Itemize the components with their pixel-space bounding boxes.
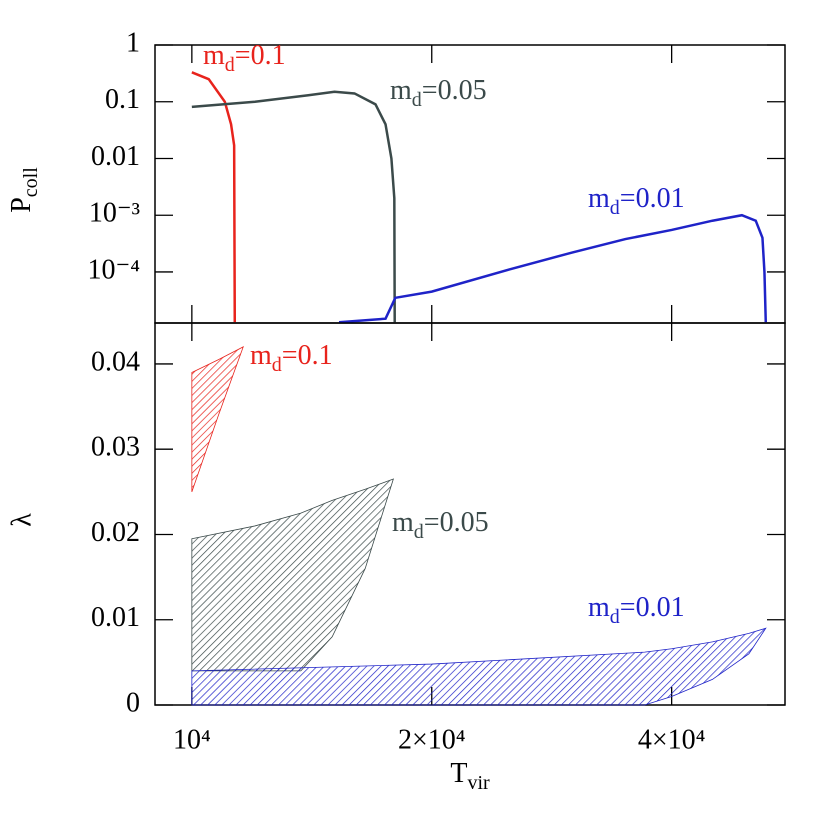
series-label: md=0.05 bbox=[390, 75, 487, 110]
y-tick-label: 0.01 bbox=[91, 141, 140, 172]
y-tick-label: 0.02 bbox=[91, 517, 140, 548]
x-tick-label: 4×10⁴ bbox=[638, 724, 706, 755]
y-tick-label: 0.01 bbox=[91, 602, 140, 633]
series-label: md=0.01 bbox=[588, 183, 685, 218]
y-tick-label: 10⁻⁴ bbox=[87, 254, 140, 285]
hatched-area bbox=[191, 478, 394, 672]
y-tick-label: 1 bbox=[126, 27, 140, 58]
y-axis-label: λ bbox=[6, 513, 37, 527]
series-label: md=0.01 bbox=[588, 592, 685, 627]
y-tick-label: 0.04 bbox=[91, 346, 140, 377]
data-line bbox=[191, 90, 396, 323]
x-axis-label: Tvir bbox=[450, 758, 490, 793]
x-tick-label: 2×10⁴ bbox=[398, 724, 466, 755]
y-axis-label: Pcoll bbox=[6, 167, 41, 213]
x-tick-label: 10⁴ bbox=[173, 724, 211, 755]
hatched-area bbox=[191, 346, 244, 492]
hatched-area bbox=[191, 627, 767, 706]
data-line bbox=[338, 213, 768, 324]
series-label: md=0.1 bbox=[250, 340, 333, 375]
y-tick-label: 0 bbox=[126, 687, 140, 718]
y-tick-label: 10⁻³ bbox=[89, 198, 140, 229]
y-tick-label: 0.03 bbox=[91, 432, 140, 463]
series-label: md=0.05 bbox=[392, 507, 489, 542]
data-line bbox=[191, 71, 237, 323]
series-label: md=0.1 bbox=[203, 40, 286, 75]
y-tick-label: 0.1 bbox=[105, 84, 140, 115]
